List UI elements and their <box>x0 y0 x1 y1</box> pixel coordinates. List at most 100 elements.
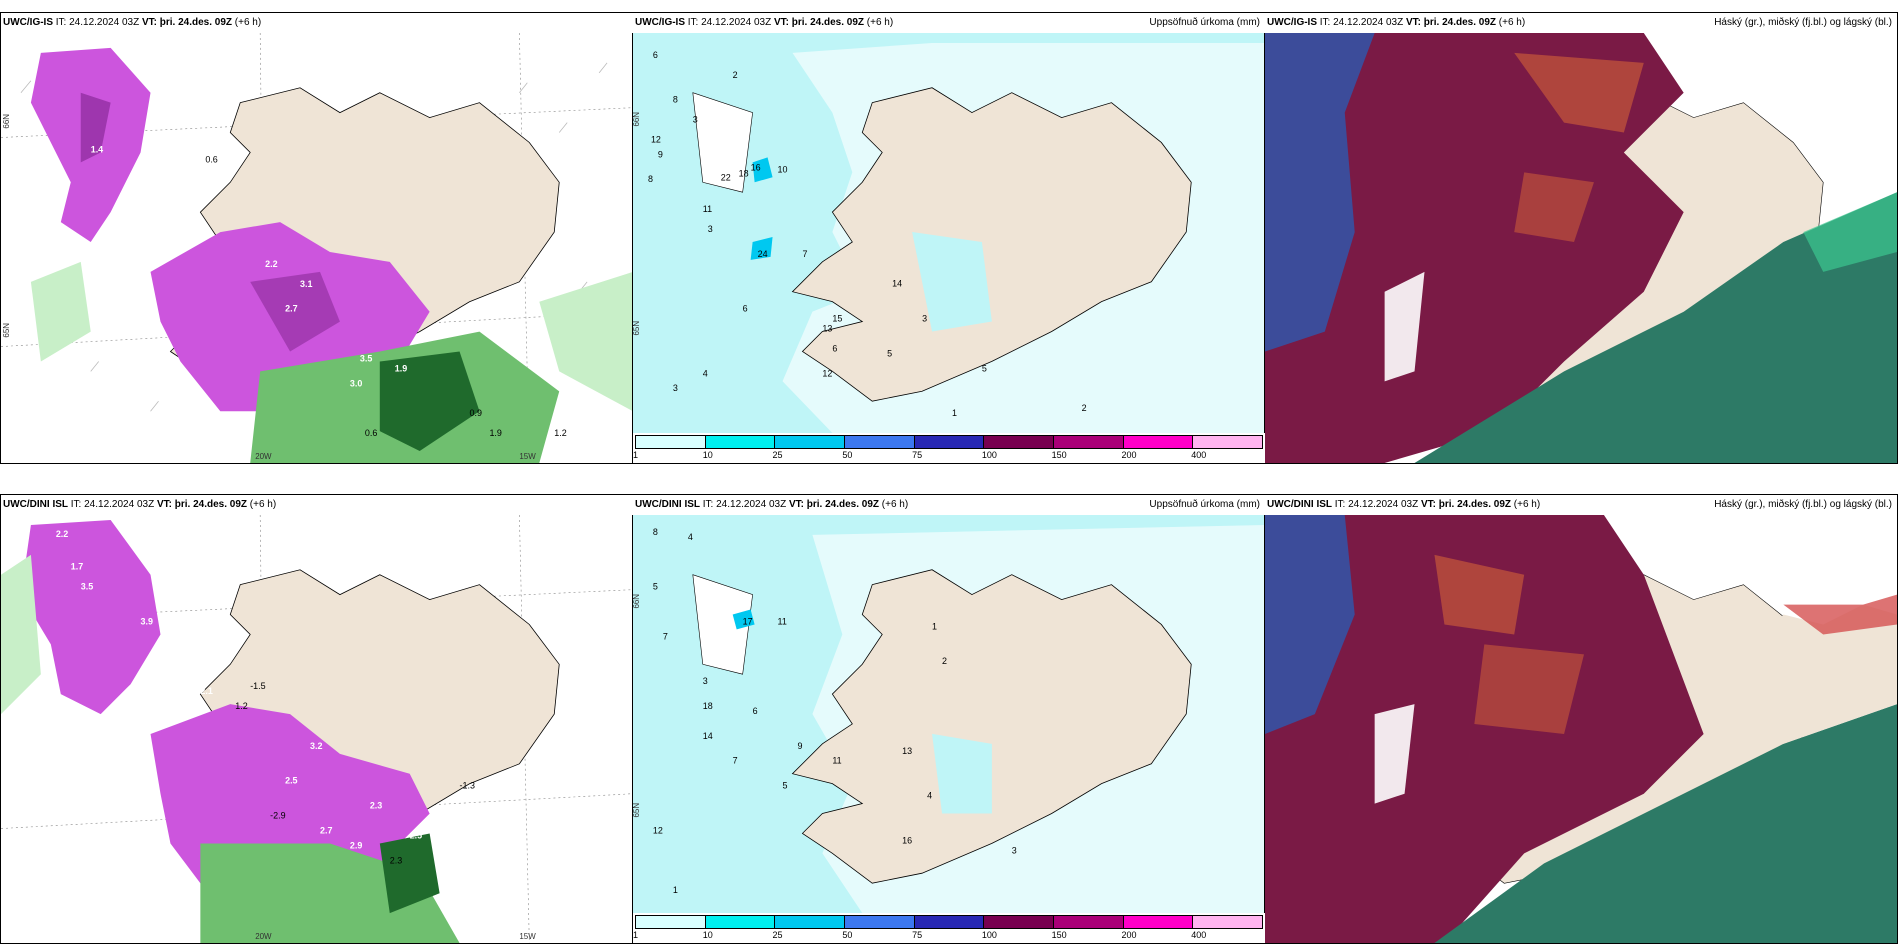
panel-subtitle: Uppsöfnuð úrkoma (mm) <box>1149 17 1260 28</box>
panel-temp-ig-is: UWC/IG-IS IT: 24.12.2024 03Z VT: þri. 24… <box>0 12 634 464</box>
panel-subtitle: Uppsöfnuð úrkoma (mm) <box>1149 499 1260 510</box>
lead-time: (+6 h) <box>1513 499 1541 510</box>
temp-label: 4.5 <box>141 194 153 204</box>
model-name: UWC/DINI ISL <box>635 499 700 510</box>
temp-label: 2.7 <box>320 826 332 836</box>
precip-label: 8 <box>673 95 678 105</box>
temp-label: 0.4 <box>200 105 212 115</box>
precip-label: 5 <box>887 348 892 358</box>
legend-ticks: 1 10 25 50 75 100 150 200 400 <box>633 930 1263 942</box>
legend-swatch <box>1193 436 1263 448</box>
panel-subtitle: Háský (gr.), miðský (fj.bl.) og lágský (… <box>1714 499 1892 510</box>
precip-label: 8 <box>653 527 658 537</box>
legend-swatch <box>1054 916 1124 928</box>
legend-swatch <box>1193 916 1263 928</box>
temp-label: 3.0 <box>350 378 362 388</box>
legend-tick-label: 400 <box>1191 450 1207 460</box>
map-area <box>1265 515 1897 943</box>
temp-label: 2.5 <box>285 776 297 786</box>
lon-label: 20W <box>255 452 272 461</box>
lat-label: 66N <box>2 114 11 129</box>
temp-label: 2.0 <box>160 154 172 164</box>
legend-swatch <box>775 916 846 928</box>
precip-label: 4 <box>703 368 708 378</box>
precip-label: 10 <box>778 164 788 174</box>
precip-label: 8 <box>648 174 653 184</box>
precip-label: 16 <box>751 162 761 172</box>
legend-swatch <box>914 916 985 928</box>
lead-time: (+6 h) <box>881 499 909 510</box>
legend-tick-label: 200 <box>1121 930 1137 940</box>
panel-clouds-ig-is: UWC/IG-IS IT: 24.12.2024 03Z VT: þri. 24… <box>1264 12 1898 464</box>
temp-label: 2.7 <box>285 304 297 314</box>
precip-label: 3 <box>693 115 698 125</box>
lon-label: 15W <box>519 452 536 461</box>
map-area: 8 4 5 17 11 7 9 18 13 11 3 4 6 5 2 1 3 1… <box>633 515 1265 913</box>
iceland-land <box>791 87 1192 402</box>
precip-legend: 1 10 25 50 75 100 150 200 400 <box>633 913 1265 943</box>
legend-colorbar <box>635 915 1263 929</box>
legend-tick-label: 10 <box>702 930 713 940</box>
legend-tick-label: 10 <box>702 450 713 460</box>
legend-tick-label: 400 <box>1191 930 1207 940</box>
legend-tick-label: 25 <box>772 930 783 940</box>
legend-swatch <box>984 916 1055 928</box>
precip-label: 6 <box>743 304 748 314</box>
temp-label: -2.9 <box>270 811 285 821</box>
init-time: IT: 24.12.2024 03Z <box>687 17 772 28</box>
temp-label: 3.9 <box>141 616 153 626</box>
legend-tick-label: 25 <box>772 450 783 460</box>
lead-time: (+6 h) <box>234 17 262 28</box>
init-time: IT: 24.12.2024 03Z <box>702 499 787 510</box>
precip-label: 18 <box>703 701 713 711</box>
precip-label: 5 <box>653 582 658 592</box>
panel-clouds-dini: UWC/DINI ISL IT: 24.12.2024 03Z VT: þri.… <box>1264 494 1898 944</box>
precip-label: 1 <box>932 621 937 631</box>
legend-tick-label: 75 <box>912 930 923 940</box>
legend-tick-label: 1 <box>633 930 639 940</box>
legend-tick-label: 50 <box>842 450 853 460</box>
temp-label: 3.2 <box>310 741 322 751</box>
valid-time: VT: þri. 24.des. 09Z <box>788 499 880 510</box>
panel-subtitle: Háský (gr.), miðský (fj.bl.) og lágský (… <box>1714 17 1892 28</box>
temp-label: 1.3 <box>101 284 113 294</box>
lead-time: (+6 h) <box>1498 17 1526 28</box>
lat-label: 65N <box>2 323 11 338</box>
valid-time: VT: þri. 24.des. 09Z <box>1405 17 1497 28</box>
precip-label: 7 <box>802 249 807 259</box>
temp-label: 2.9 <box>350 840 362 850</box>
precip-label: 3 <box>1012 845 1017 855</box>
model-name: UWC/DINI ISL <box>3 499 68 510</box>
precip-label: 15 <box>832 314 842 324</box>
precip-label: 11 <box>778 616 787 626</box>
model-name: UWC/IG-IS <box>1267 17 1317 28</box>
precip-label: 11 <box>703 204 712 214</box>
precip-label: 9 <box>658 149 663 159</box>
temp-label: 0.6 <box>205 154 217 164</box>
precip-label: 14 <box>892 279 902 289</box>
temp-label: 2.3 <box>370 801 382 811</box>
precip-label: 5 <box>783 781 788 791</box>
legend-swatch <box>636 436 706 448</box>
map-area <box>1265 33 1897 463</box>
init-time: IT: 24.12.2024 03Z <box>1334 499 1419 510</box>
precip-label: 12 <box>653 825 663 835</box>
temp-label: 1.9 <box>489 428 501 438</box>
legend-swatch <box>914 436 985 448</box>
temp-label: 2.1 <box>200 686 212 696</box>
panel-precip-ig-is: UWC/IG-IS IT: 24.12.2024 03Z VT: þri. 24… <box>632 12 1266 464</box>
panel-header: UWC/DINI ISL IT: 24.12.2024 03Z VT: þri.… <box>633 495 1265 515</box>
precip-label: 11 <box>832 756 841 766</box>
valid-time: VT: þri. 24.des. 09Z <box>156 499 248 510</box>
legend-swatch <box>1054 436 1124 448</box>
legend-swatch <box>705 916 776 928</box>
lat-label: 65N <box>633 803 641 818</box>
lon-label: 15W <box>519 932 536 941</box>
legend-swatch <box>775 436 846 448</box>
init-time: IT: 24.12.2024 03Z <box>70 499 155 510</box>
temp-label: 2.5 <box>410 830 422 840</box>
precip-label: 12 <box>822 368 832 378</box>
legend-tick-label: 200 <box>1121 450 1137 460</box>
legend-swatch <box>845 916 915 928</box>
temp-label: 0.9 <box>470 408 482 418</box>
